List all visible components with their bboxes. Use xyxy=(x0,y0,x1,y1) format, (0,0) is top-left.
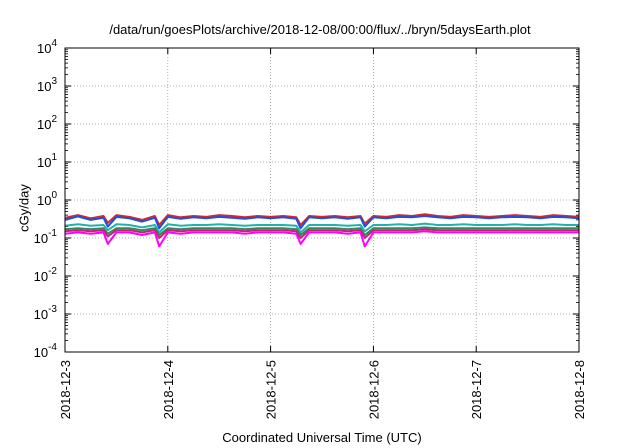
x-tick-label: 2018-12-6 xyxy=(366,360,381,419)
x-tick-label: 2018-12-8 xyxy=(572,360,587,419)
y-tick-label: 100 xyxy=(37,190,57,208)
y-tick-label: 10-2 xyxy=(34,266,58,284)
y-tick-label: 10-1 xyxy=(34,228,58,246)
y-tick-label: 10-3 xyxy=(34,304,58,322)
y-axis-label: cGy/day xyxy=(16,184,32,232)
series-layer xyxy=(64,213,580,248)
y-tick-label: 102 xyxy=(37,114,57,132)
series-line xyxy=(64,215,580,230)
grid-lines xyxy=(64,47,580,353)
y-tick-labels: 104 103 102 101 100 10-1 10-2 10-3 10-4 xyxy=(34,38,58,360)
x-tick-labels: 2018-12-3 2018-12-4 2018-12-5 2018-12-6 2018… xyxy=(58,360,587,419)
x-tick-label: 2018-12-7 xyxy=(469,360,484,419)
series-line xyxy=(64,222,579,234)
y-tick-label: 103 xyxy=(37,76,57,94)
series-line xyxy=(64,213,580,226)
x-tick-label: 2018-12-4 xyxy=(161,360,176,419)
x-tick-label: 2018-12-3 xyxy=(58,360,73,419)
series-line xyxy=(64,228,579,239)
y-tick-label: 101 xyxy=(37,152,57,170)
chart-title: /data/run/goesPlots/archive/2018-12-08/0… xyxy=(109,22,531,37)
y-tick-label: 10-4 xyxy=(34,342,58,360)
series-line xyxy=(64,226,579,236)
y-tick-label: 104 xyxy=(37,38,57,56)
x-tick-label: 2018-12-5 xyxy=(264,360,279,419)
series-line xyxy=(64,230,579,248)
plot-frame xyxy=(64,47,580,353)
x-axis-label: Coordinated Universal Time (UTC) xyxy=(222,430,422,445)
